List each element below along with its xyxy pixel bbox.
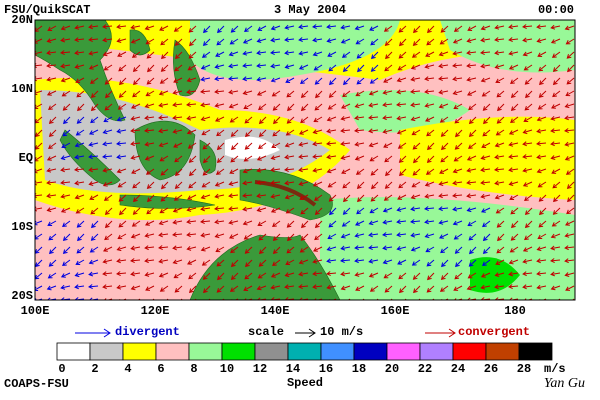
colorbar-swatch bbox=[254, 342, 289, 361]
speed-field bbox=[340, 90, 470, 133]
divergent-label: divergent bbox=[115, 325, 180, 339]
signature: Yan Gu bbox=[544, 376, 585, 391]
scale-arrow bbox=[295, 328, 316, 338]
lon-label: 140E bbox=[261, 304, 290, 318]
colorbar-swatch bbox=[452, 342, 487, 361]
speed-field bbox=[470, 257, 520, 293]
time-label: 00:00 bbox=[538, 3, 574, 17]
colorbar-tick-label: 6 bbox=[157, 362, 164, 376]
divergent-arrow bbox=[75, 328, 111, 338]
colorbar-title: Speed bbox=[287, 376, 323, 390]
lat-label: EQ bbox=[19, 151, 33, 165]
speed-field bbox=[190, 20, 400, 80]
colorbar-tick-label: 8 bbox=[190, 362, 197, 376]
colorbar-tick-label: 18 bbox=[352, 362, 366, 376]
colorbar-swatch bbox=[122, 342, 157, 361]
date-label: 3 May 2004 bbox=[274, 3, 346, 17]
lon-label: 100E bbox=[21, 304, 50, 318]
lat-label: 10S bbox=[11, 220, 33, 234]
colorbar-swatch bbox=[419, 342, 454, 361]
colorbar-swatch bbox=[56, 342, 91, 361]
scale-label: scale bbox=[248, 325, 284, 339]
map-area bbox=[35, 20, 575, 300]
wind-arrows-convergent bbox=[35, 24, 575, 300]
wind-arrows-divergent bbox=[35, 24, 491, 300]
map-frame bbox=[34, 19, 576, 301]
product-label: FSU/QuikSCAT bbox=[4, 3, 90, 17]
speed-field bbox=[225, 136, 280, 159]
colorbar-tick-label: 22 bbox=[418, 362, 432, 376]
colorbar-tick-label: 12 bbox=[253, 362, 267, 376]
colorbar-swatch bbox=[320, 342, 355, 361]
colorbar-tick-label: 24 bbox=[451, 362, 465, 376]
lat-label: 20S bbox=[11, 289, 33, 303]
colorbar-tick-label: 26 bbox=[484, 362, 498, 376]
convergent-arrow bbox=[425, 328, 456, 338]
colorbar-tick-label: 16 bbox=[319, 362, 333, 376]
colorbar-swatch bbox=[353, 342, 388, 361]
colorbar-tick-label: 28 bbox=[517, 362, 531, 376]
colorbar-swatch bbox=[518, 342, 553, 361]
colorbar-tick-label: 2 bbox=[91, 362, 98, 376]
convergent-label: convergent bbox=[458, 325, 530, 339]
colorbar-unit: m/s bbox=[544, 362, 566, 376]
lat-label: 10N bbox=[11, 82, 33, 96]
speed-field bbox=[440, 20, 575, 73]
colorbar-swatch bbox=[386, 342, 421, 361]
colorbar-tick-label: 4 bbox=[124, 362, 131, 376]
lon-label: 180 bbox=[504, 304, 526, 318]
colorbar-tick-label: 14 bbox=[286, 362, 300, 376]
colorbar-tick-label: 10 bbox=[220, 362, 234, 376]
lon-label: 160E bbox=[381, 304, 410, 318]
colorbar-tick-label: 20 bbox=[385, 362, 399, 376]
speed-field bbox=[400, 116, 575, 200]
colorbar-swatch bbox=[287, 342, 322, 361]
colorbar-tick-label: 0 bbox=[58, 362, 65, 376]
lon-label: 120E bbox=[141, 304, 170, 318]
colorbar-swatch bbox=[221, 342, 256, 361]
colorbar-swatch bbox=[155, 342, 190, 361]
footer-left: COAPS-FSU bbox=[4, 377, 69, 391]
colorbar-swatch bbox=[485, 342, 520, 361]
lat-label: 20N bbox=[11, 13, 33, 27]
colorbar-swatch bbox=[89, 342, 124, 361]
colorbar-swatch bbox=[188, 342, 223, 361]
scale-value: 10 m/s bbox=[320, 325, 363, 339]
